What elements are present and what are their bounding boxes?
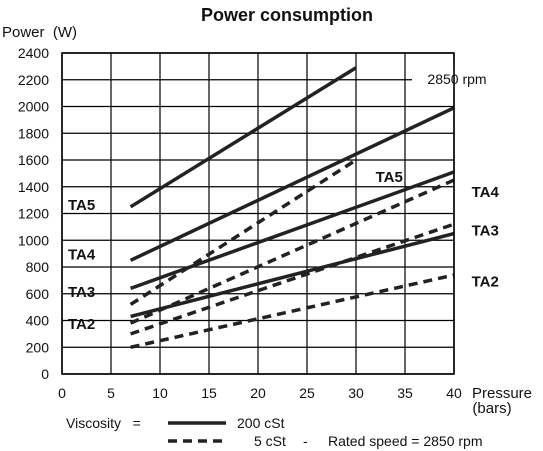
series-label-right-ta2: TA2: [472, 273, 499, 290]
y-tick-label: 0: [41, 366, 49, 382]
x-tick-label: 10: [152, 385, 168, 401]
x-tick-label: 0: [58, 385, 66, 401]
y-tick-label: 1200: [18, 206, 49, 222]
series-labels: TA5 TA4 TA3 TA2 TA5 TA4 TA3 TA2: [68, 169, 500, 333]
y-tick-label: 600: [26, 286, 50, 302]
rpm-annotation-box: [412, 66, 500, 90]
y-tick-label: 1400: [18, 179, 49, 195]
series-label-right-ta3: TA3: [472, 223, 499, 240]
legend: Viscosity = 200 cSt 5 cSt - Rated speed …: [66, 415, 483, 449]
series-label-left-ta2: TA2: [68, 316, 95, 333]
series-label-right-ta4: TA4: [472, 184, 500, 201]
rpm-annotation: 2850 rpm: [427, 71, 486, 87]
y-tick-label: 800: [26, 259, 50, 275]
series-label-left-ta4: TA4: [68, 247, 96, 264]
grid: [61, 52, 455, 375]
y-tick-label: 1000: [18, 232, 49, 248]
y-tick-label: 1600: [18, 152, 49, 168]
y-tick-label: 2200: [18, 72, 49, 88]
y-axis-label: Power (W): [2, 24, 77, 41]
x-tick-label: 40: [446, 385, 462, 401]
y-tick-labels: 0 200 400 600 800 1000 1200 1400 1600 1800 2000 220…: [18, 45, 49, 382]
y-tick-label: 200: [26, 339, 50, 355]
x-tick-label: 25: [299, 385, 315, 401]
chart-title: Power consumption: [201, 5, 373, 25]
series-label-left-ta5: TA5: [68, 197, 95, 214]
x-tick-label: 15: [201, 385, 217, 401]
y-tick-label: 1800: [18, 125, 49, 141]
x-tick-label: 20: [250, 385, 266, 401]
legend-solid-label: 200 cSt: [237, 415, 285, 431]
x-axis-label: Pressure: [472, 385, 532, 402]
y-tick-label: 400: [26, 313, 50, 329]
legend-prefix: Viscosity =: [66, 415, 141, 431]
series-label-left-ta3: TA3: [68, 284, 95, 301]
y-tick-label: 2000: [18, 99, 49, 115]
x-tick-label: 35: [397, 385, 413, 401]
x-tick-labels: 0 5 10 15 20 25 30 35 40: [58, 385, 462, 401]
x-axis-unit: (bars): [472, 400, 511, 417]
plot-frame: [61, 52, 455, 375]
y-tick-label: 2400: [18, 45, 49, 61]
legend-dashed-label: 5 cSt: [254, 433, 286, 449]
series-label-right-ta5: TA5: [376, 169, 403, 186]
series-line-ta4-200cst: [129, 106, 455, 262]
legend-separator: -: [303, 433, 308, 449]
x-tick-label: 5: [107, 385, 115, 401]
x-tick-label: 30: [348, 385, 364, 401]
legend-rated-speed: Rated speed = 2850 rpm: [328, 433, 483, 449]
series-lines: [129, 66, 455, 349]
series-line-ta5-200cst: [129, 66, 357, 209]
series-line-ta2-200cst: [130, 231, 455, 319]
series-line-ta2-5cst: [130, 273, 455, 349]
series-line-ta5-5cst: [129, 158, 357, 306]
series-line-ta3-5cst: [130, 222, 455, 336]
